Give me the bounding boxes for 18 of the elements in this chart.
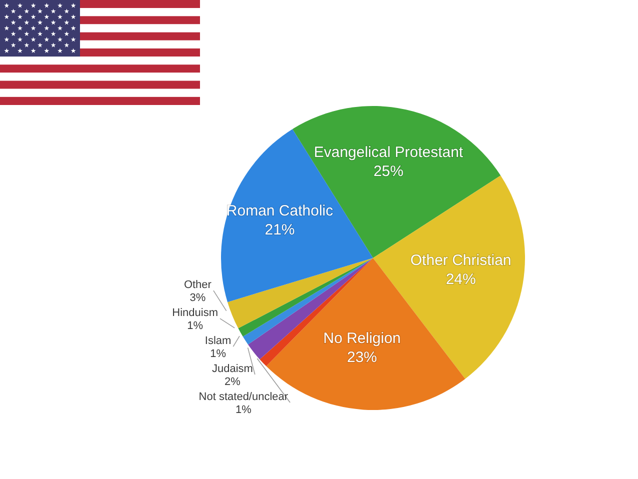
data-label: 1% — [187, 320, 204, 332]
slice-label: Not stated/unclear — [198, 390, 288, 403]
data-label: 24% — [446, 270, 476, 288]
data-label: 2% — [224, 376, 241, 388]
slice-label: Hinduism — [172, 306, 218, 319]
slice-label: No Religion — [323, 330, 401, 347]
slice-label: Roman Catholic — [226, 202, 334, 220]
data-label: 23% — [346, 348, 378, 366]
data-label: 21% — [264, 222, 295, 239]
slice-label: Islam — [204, 334, 232, 347]
slice-label: Judaism — [212, 362, 253, 375]
data-label: 25% — [373, 162, 404, 180]
data-label: 1% — [235, 404, 252, 416]
data-label: 3% — [190, 292, 206, 304]
slice-label: Other Christian — [410, 252, 512, 269]
slice-label: Evangelical Protestant — [314, 144, 464, 161]
data-label: 1% — [210, 348, 226, 360]
slice-label: Other — [184, 278, 212, 291]
